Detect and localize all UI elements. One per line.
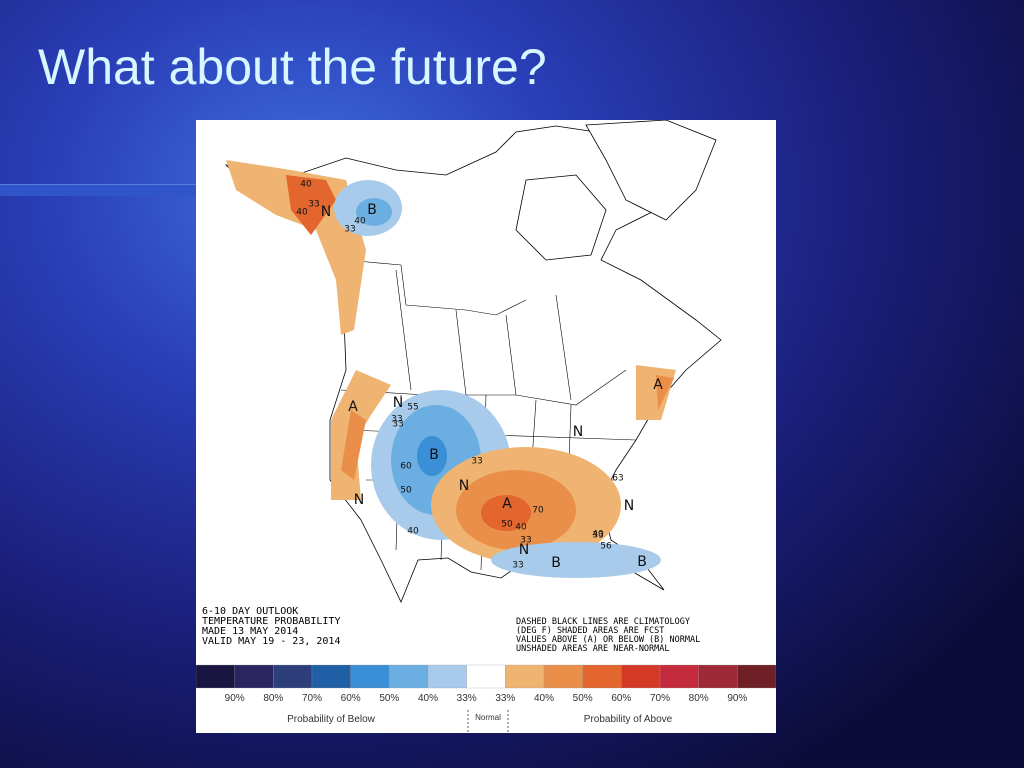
- legend: 90% 80% 70% 60% 50% 40% 33% 33% 40% 50% 60% 70% 80% 9…: [196, 664, 776, 732]
- legend-tick-label: 80%: [263, 693, 283, 704]
- contour-label: 33: [391, 415, 402, 425]
- info-left-line: TEMPERATURE PROBABILITY: [202, 616, 340, 627]
- hudson-bay: [515, 174, 607, 261]
- info-right-line: UNSHADED AREAS ARE NEAR-NORMAL: [516, 644, 670, 654]
- contour-label: 33: [392, 420, 403, 430]
- legend-below-title: Probability of Below: [287, 714, 376, 725]
- contour-label: 50: [501, 520, 513, 530]
- info-left-line: MADE 13 MAY 2014: [202, 626, 298, 637]
- info-left-line: 6-10 DAY OUTLOOK: [202, 606, 298, 617]
- contour-label: 33: [471, 457, 482, 467]
- category-letter: N: [519, 542, 529, 558]
- legend-swatch: [389, 664, 429, 689]
- legend-swatch: [350, 664, 390, 689]
- legend-above-title: Probability of Above: [584, 714, 673, 725]
- contour-label: 40: [407, 527, 419, 537]
- legend-tick-label: 80%: [689, 693, 709, 704]
- contour-label: 33: [308, 200, 319, 210]
- contour-label: 40: [592, 530, 604, 540]
- legend-swatch: [737, 664, 776, 689]
- legend-tick-label: 33%: [495, 693, 515, 704]
- category-letter: N: [393, 395, 403, 411]
- category-letter: N: [459, 478, 469, 494]
- legend-tick-label: 40%: [534, 693, 554, 704]
- legend-normal: Normal: [475, 713, 501, 722]
- contour-label: 33: [520, 536, 531, 546]
- category-letter: B: [429, 447, 439, 463]
- legend-swatch: [543, 664, 583, 689]
- legend-tick-label: 50%: [573, 693, 593, 704]
- legend-tick-label: 60%: [341, 693, 361, 704]
- category-letter: A: [348, 399, 358, 415]
- legend-tick-label: 90%: [225, 693, 245, 704]
- slide-title: What about the future?: [38, 39, 547, 95]
- accent-bar: [0, 184, 196, 196]
- info-right-line: VALUES ABOVE (A) OR BELOW (B) NORMAL: [516, 635, 700, 645]
- legend-tick-label: 33%: [457, 693, 477, 704]
- legend-swatch: [427, 664, 467, 689]
- contour-label: 70: [532, 506, 544, 516]
- info-right-line: (DEG F) SHADED AREAS ARE FCST: [516, 626, 664, 636]
- legend-tick-label: 70%: [650, 693, 670, 704]
- info-right-line: DASHED BLACK LINES ARE CLIMATOLOGY: [516, 617, 690, 627]
- legend-tick-label: 50%: [379, 693, 399, 704]
- contour-label: 40: [300, 180, 312, 190]
- contour-label: 33: [592, 531, 603, 541]
- contour-label: 56: [600, 542, 612, 552]
- greenland: [585, 120, 717, 221]
- legend-swatch: [582, 664, 622, 689]
- contour-label: 60: [400, 462, 412, 472]
- category-letter: A: [502, 496, 512, 512]
- contour-label: 40: [354, 217, 366, 227]
- forecast-shading: [226, 160, 676, 578]
- contour-label: 40: [296, 208, 308, 218]
- category-letter: B: [637, 554, 647, 570]
- category-letter: N: [354, 492, 364, 508]
- contour-label: 55: [407, 403, 418, 413]
- info-left-line: VALID MAY 19 - 23, 2014: [202, 636, 340, 647]
- legend-swatch: [659, 664, 699, 689]
- legend-swatch: [466, 664, 506, 689]
- legend-swatch: [621, 664, 661, 689]
- legend-tick-label: 70%: [302, 693, 322, 704]
- contour-label: 33: [512, 561, 523, 571]
- legend-tick-label: 40%: [418, 693, 438, 704]
- contour-label: 33: [344, 225, 355, 235]
- contour-label: 63: [612, 474, 623, 484]
- legend-swatch: [698, 664, 738, 689]
- legend-swatch: [311, 664, 351, 689]
- category-letter: N: [573, 424, 583, 440]
- legend-swatch: [505, 664, 545, 689]
- category-letter: B: [367, 202, 377, 218]
- category-letter: A: [653, 377, 663, 393]
- contour-label: 40: [515, 523, 527, 533]
- category-letter: B: [551, 555, 561, 571]
- legend-swatch: [196, 664, 235, 689]
- category-letter: N: [624, 498, 634, 514]
- category-letter: N: [321, 204, 331, 220]
- legend-tick-label: 90%: [727, 693, 747, 704]
- legend-swatch: [273, 664, 313, 689]
- legend-tick-label: 60%: [611, 693, 631, 704]
- legend-swatch: [234, 664, 274, 689]
- contour-label: 50: [400, 486, 412, 496]
